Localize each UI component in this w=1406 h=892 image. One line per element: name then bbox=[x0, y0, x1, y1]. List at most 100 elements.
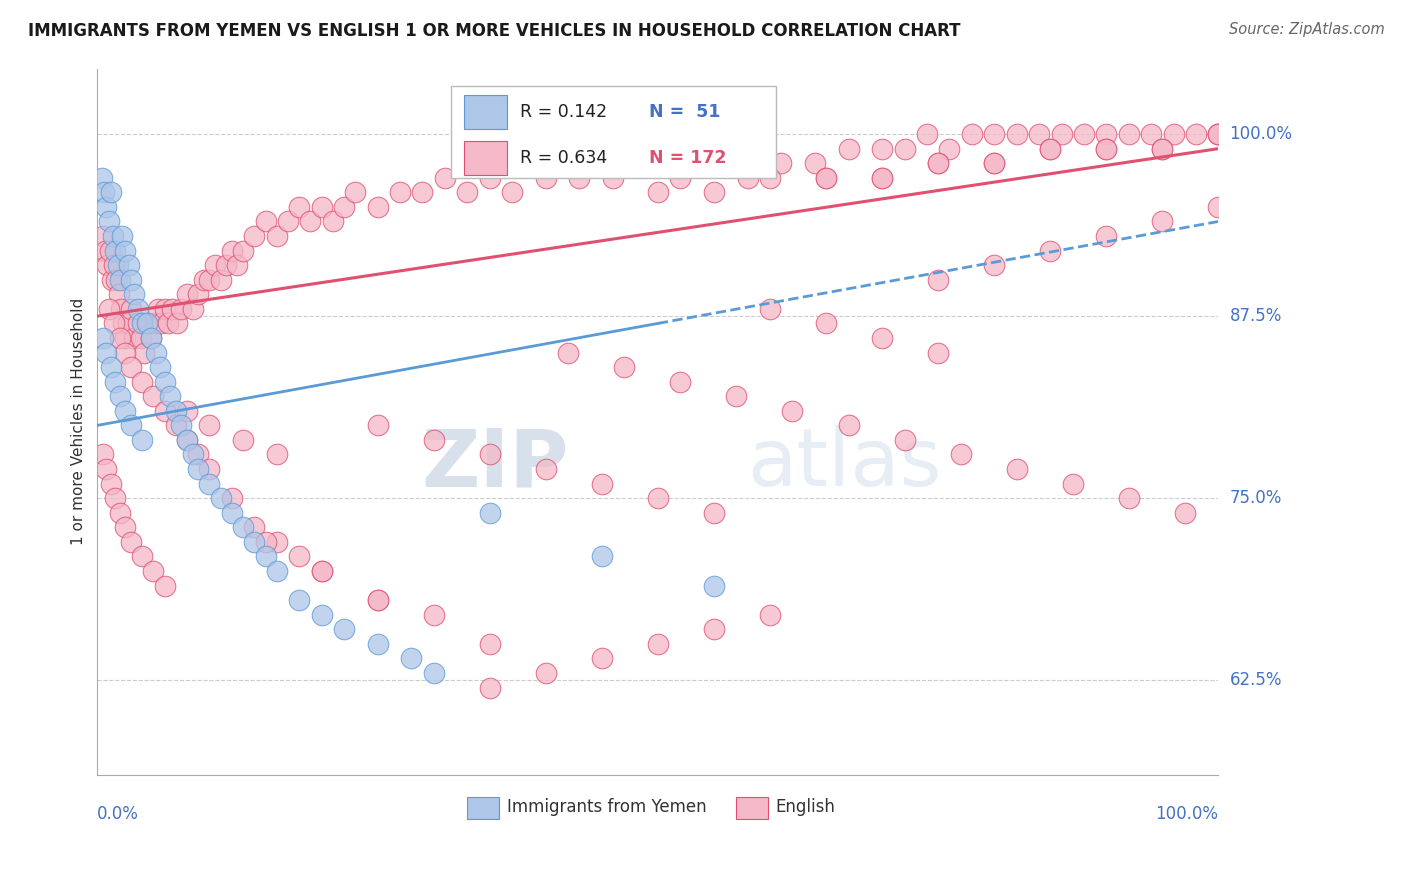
Point bbox=[478, 681, 501, 695]
Point bbox=[815, 170, 838, 185]
Point bbox=[311, 200, 333, 214]
Point bbox=[142, 564, 165, 578]
Point bbox=[120, 273, 142, 287]
Point bbox=[124, 331, 146, 345]
Point bbox=[367, 200, 389, 214]
Point bbox=[254, 214, 277, 228]
Point bbox=[478, 637, 501, 651]
Point bbox=[478, 448, 501, 462]
Point bbox=[870, 142, 893, 156]
Point bbox=[124, 287, 146, 301]
Point bbox=[422, 433, 444, 447]
Point bbox=[221, 244, 243, 258]
Point bbox=[568, 170, 591, 185]
Point bbox=[266, 448, 288, 462]
Point bbox=[254, 534, 277, 549]
Point bbox=[145, 345, 167, 359]
Point bbox=[870, 170, 893, 185]
Text: R = 0.634: R = 0.634 bbox=[520, 149, 607, 167]
Point bbox=[983, 127, 1005, 141]
Point bbox=[100, 186, 122, 200]
Text: 0.0%: 0.0% bbox=[97, 805, 139, 823]
Point bbox=[367, 418, 389, 433]
Point bbox=[478, 506, 501, 520]
Point bbox=[311, 607, 333, 622]
Point bbox=[176, 287, 198, 301]
Point bbox=[266, 564, 288, 578]
Point bbox=[389, 186, 412, 200]
Point bbox=[1095, 127, 1118, 141]
Text: 100.0%: 100.0% bbox=[1156, 805, 1219, 823]
Point bbox=[103, 258, 125, 272]
Point bbox=[478, 170, 501, 185]
Point bbox=[669, 170, 692, 185]
Point bbox=[1152, 142, 1174, 156]
Text: English: English bbox=[776, 797, 835, 815]
Point bbox=[170, 418, 193, 433]
Point bbox=[90, 170, 112, 185]
Point bbox=[198, 273, 221, 287]
Point bbox=[367, 593, 389, 607]
Point bbox=[100, 476, 122, 491]
Point bbox=[636, 156, 658, 170]
Point bbox=[1152, 214, 1174, 228]
Point bbox=[613, 360, 636, 375]
Point bbox=[198, 476, 221, 491]
Point bbox=[703, 186, 725, 200]
Point bbox=[117, 317, 139, 331]
Point bbox=[94, 244, 117, 258]
Point bbox=[870, 170, 893, 185]
Point bbox=[104, 375, 127, 389]
Point bbox=[367, 593, 389, 607]
Point bbox=[129, 331, 152, 345]
Point bbox=[983, 258, 1005, 272]
Point bbox=[149, 360, 172, 375]
Point bbox=[433, 170, 456, 185]
Point bbox=[150, 317, 173, 331]
Point bbox=[1039, 142, 1062, 156]
Point bbox=[534, 665, 557, 680]
Point bbox=[647, 637, 669, 651]
Point bbox=[187, 287, 209, 301]
FancyBboxPatch shape bbox=[450, 87, 776, 178]
Point bbox=[1208, 127, 1230, 141]
Point bbox=[141, 331, 163, 345]
Point bbox=[1118, 491, 1140, 506]
Point bbox=[725, 389, 748, 403]
Point bbox=[243, 520, 266, 534]
Point bbox=[647, 491, 669, 506]
Point bbox=[105, 273, 128, 287]
Point bbox=[983, 156, 1005, 170]
Point bbox=[91, 331, 114, 345]
Point bbox=[288, 549, 311, 564]
Point bbox=[401, 651, 423, 665]
Point bbox=[1039, 142, 1062, 156]
Text: 62.5%: 62.5% bbox=[1230, 672, 1282, 690]
Point bbox=[759, 607, 782, 622]
Point bbox=[344, 186, 367, 200]
Point bbox=[181, 448, 204, 462]
Point bbox=[96, 345, 118, 359]
Point bbox=[534, 462, 557, 476]
Point bbox=[456, 186, 478, 200]
Point bbox=[591, 549, 613, 564]
Point bbox=[591, 651, 613, 665]
Point bbox=[170, 301, 193, 316]
Point bbox=[153, 375, 176, 389]
Point bbox=[602, 170, 624, 185]
Point bbox=[1028, 127, 1050, 141]
Point bbox=[927, 156, 949, 170]
Point bbox=[322, 214, 344, 228]
Point bbox=[1152, 142, 1174, 156]
Point bbox=[187, 462, 209, 476]
Point bbox=[232, 520, 254, 534]
Point bbox=[134, 345, 156, 359]
Point bbox=[108, 273, 131, 287]
Point bbox=[198, 462, 221, 476]
FancyBboxPatch shape bbox=[467, 797, 499, 820]
Point bbox=[333, 622, 356, 636]
Point bbox=[1208, 127, 1230, 141]
Text: ZIP: ZIP bbox=[420, 425, 568, 503]
Text: 75.0%: 75.0% bbox=[1230, 489, 1282, 508]
Point bbox=[97, 214, 120, 228]
